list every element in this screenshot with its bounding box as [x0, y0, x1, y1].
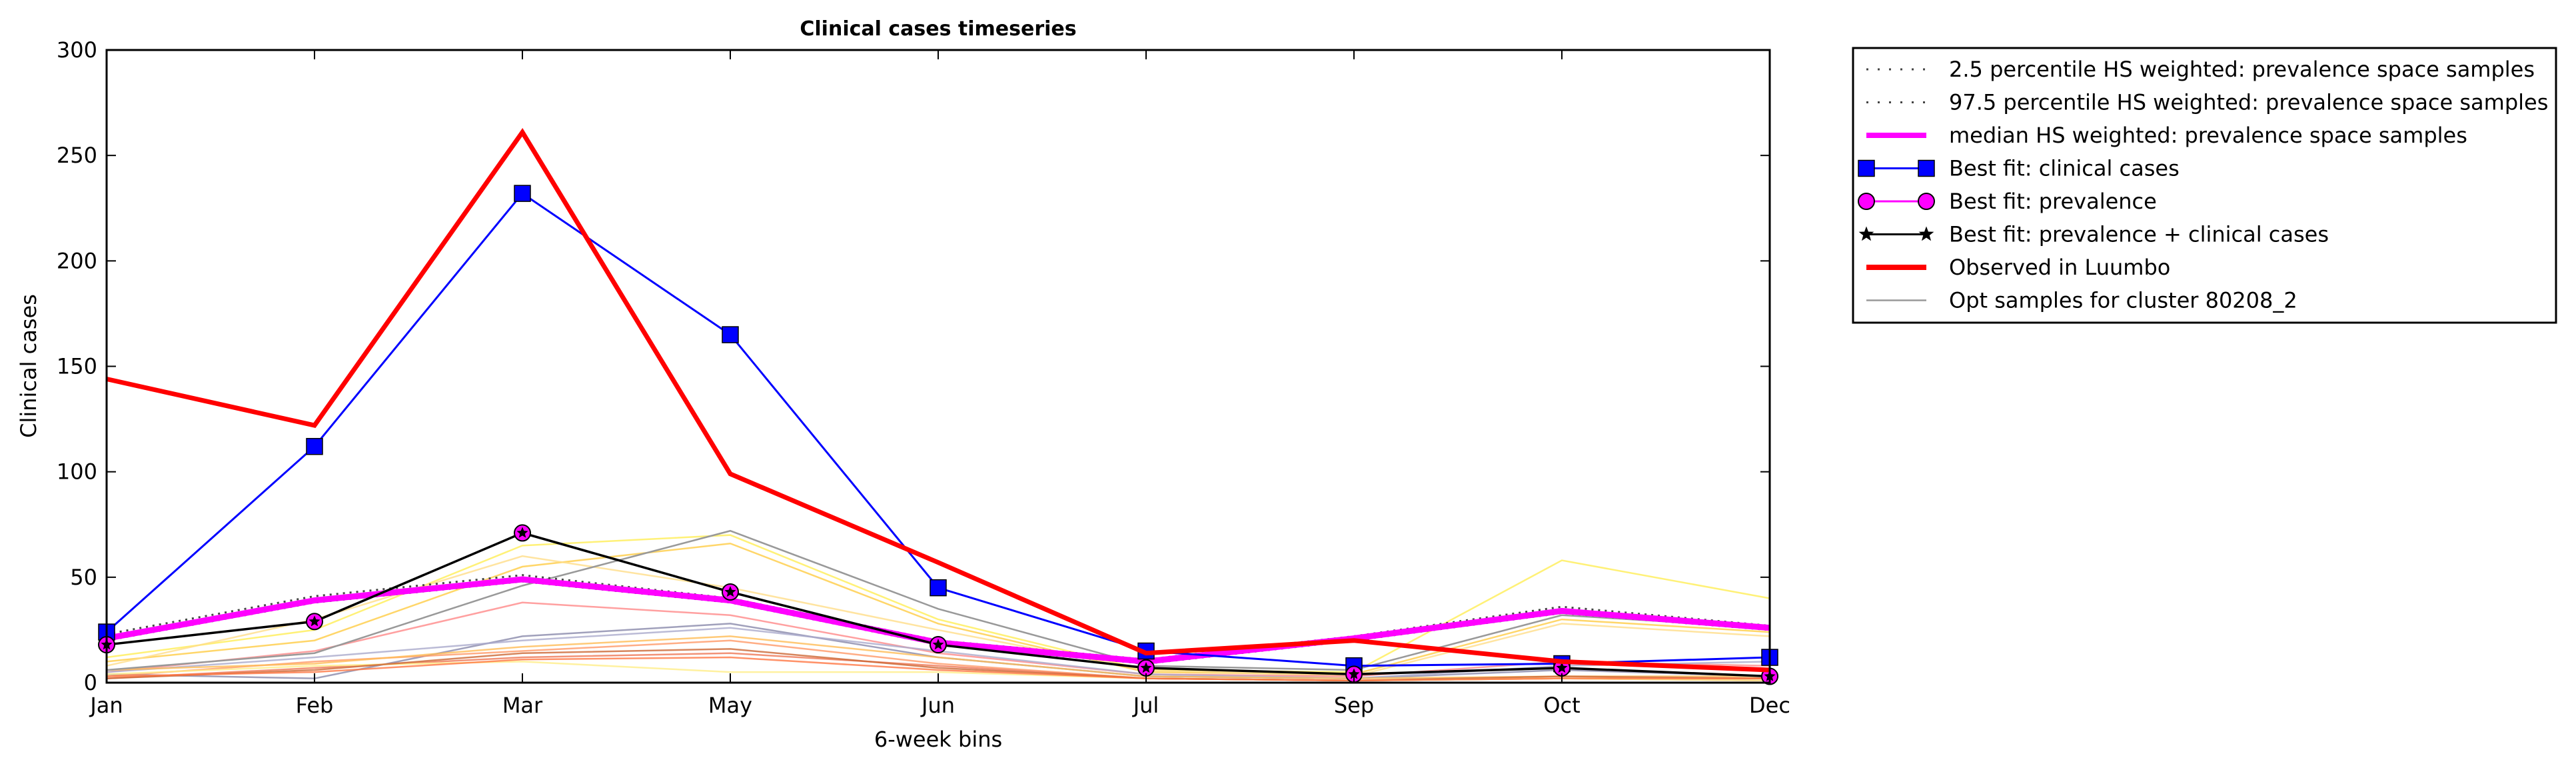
- x-tick-label-dec: Dec: [1749, 693, 1790, 718]
- sample-line-2: [106, 542, 1770, 675]
- series-line-opt-samples: [106, 529, 1770, 671]
- marker-best-fit-clinical-may: [722, 326, 739, 343]
- y-tick-label-0: 0: [84, 670, 97, 695]
- x-tick-label-mar: Mar: [502, 693, 543, 718]
- y-axis-label: Clinical cases: [16, 294, 41, 438]
- marker-best-fit-combined-jun: [932, 639, 944, 650]
- marker-best-fit-combined-feb: [309, 615, 321, 627]
- sample-line-1: [106, 534, 1770, 673]
- legend-item-4-marker-b: [1918, 159, 1935, 177]
- legend-item-4-marker-a: [1858, 159, 1875, 177]
- y-tick-label-50: 50: [70, 565, 97, 590]
- x-axis-label: 6-week bins: [874, 727, 1002, 752]
- legend-item-5-marker-a: [1858, 193, 1875, 210]
- legend-item-4-label: Best fit: clinical cases: [1949, 156, 2180, 181]
- marker-best-fit-combined-may: [724, 585, 736, 597]
- x-tick-label-sep: Sep: [1334, 693, 1374, 718]
- marker-best-fit-combined-mar: [516, 527, 528, 538]
- marker-best-fit-combined-oct: [1556, 661, 1568, 673]
- sample-line-11: [106, 648, 1770, 682]
- legend-item-8-label: Opt samples for cluster 80208_2: [1949, 288, 2297, 313]
- series-line-observed: [106, 128, 1770, 673]
- y-tick-label-200: 200: [57, 248, 97, 273]
- x-tick-label-jun: Jun: [920, 693, 955, 718]
- legend-item-6-label: Best fit: prevalence + clinical cases: [1949, 222, 2329, 247]
- legend-box: [1852, 47, 2557, 324]
- marker-best-fit-combined-jul: [1140, 661, 1152, 673]
- marker-best-fit-clinical-mar: [514, 185, 531, 202]
- sample-line-12: [106, 656, 1770, 682]
- marker-best-fit-clinical-feb: [306, 437, 323, 455]
- x-tick-label-oct: Oct: [1543, 693, 1580, 718]
- sample-line-3: [106, 555, 1770, 677]
- y-tick-label-150: 150: [57, 354, 97, 379]
- legend: 2.5 percentile HS weighted: prevalence s…: [1852, 47, 2557, 324]
- plot-background: [107, 50, 1770, 683]
- x-tick-label-jul: Jul: [1132, 693, 1159, 718]
- legend-item-6-marker-a: [1858, 226, 1874, 241]
- legend-item-1-label: 2.5 percentile HS weighted: prevalence s…: [1949, 57, 2535, 82]
- plot-area: 0 50 100 150 200 250 300 Jan Feb Mar May Jun Jul Sep O…: [57, 37, 1790, 718]
- chart-title: Clinical cases timeseries: [800, 17, 1076, 41]
- marker-best-fit-clinical-jun: [930, 579, 947, 597]
- legend-item-3-label: median HS weighted: prevalence space sam…: [1949, 123, 2467, 148]
- x-tick-label-may: May: [708, 693, 752, 718]
- series-line-97-5-percentile: [106, 574, 1770, 661]
- y-tick-label-250: 250: [57, 143, 97, 168]
- legend-item-7-label: Observed in Luumbo: [1949, 255, 2170, 280]
- y-tick-label-100: 100: [57, 459, 97, 485]
- x-tick-label-jan: Jan: [89, 693, 123, 718]
- y-tick-label-300: 300: [57, 37, 97, 63]
- legend-item-5-label: Best fit: prevalence: [1949, 189, 2157, 214]
- legend-item-5-marker-b: [1918, 193, 1935, 210]
- legend-item-2-label: 97.5 percentile HS weighted: prevalence …: [1949, 90, 2548, 115]
- legend-item-6-marker-b: [1918, 226, 1934, 241]
- x-tick-label-feb: Feb: [296, 693, 334, 718]
